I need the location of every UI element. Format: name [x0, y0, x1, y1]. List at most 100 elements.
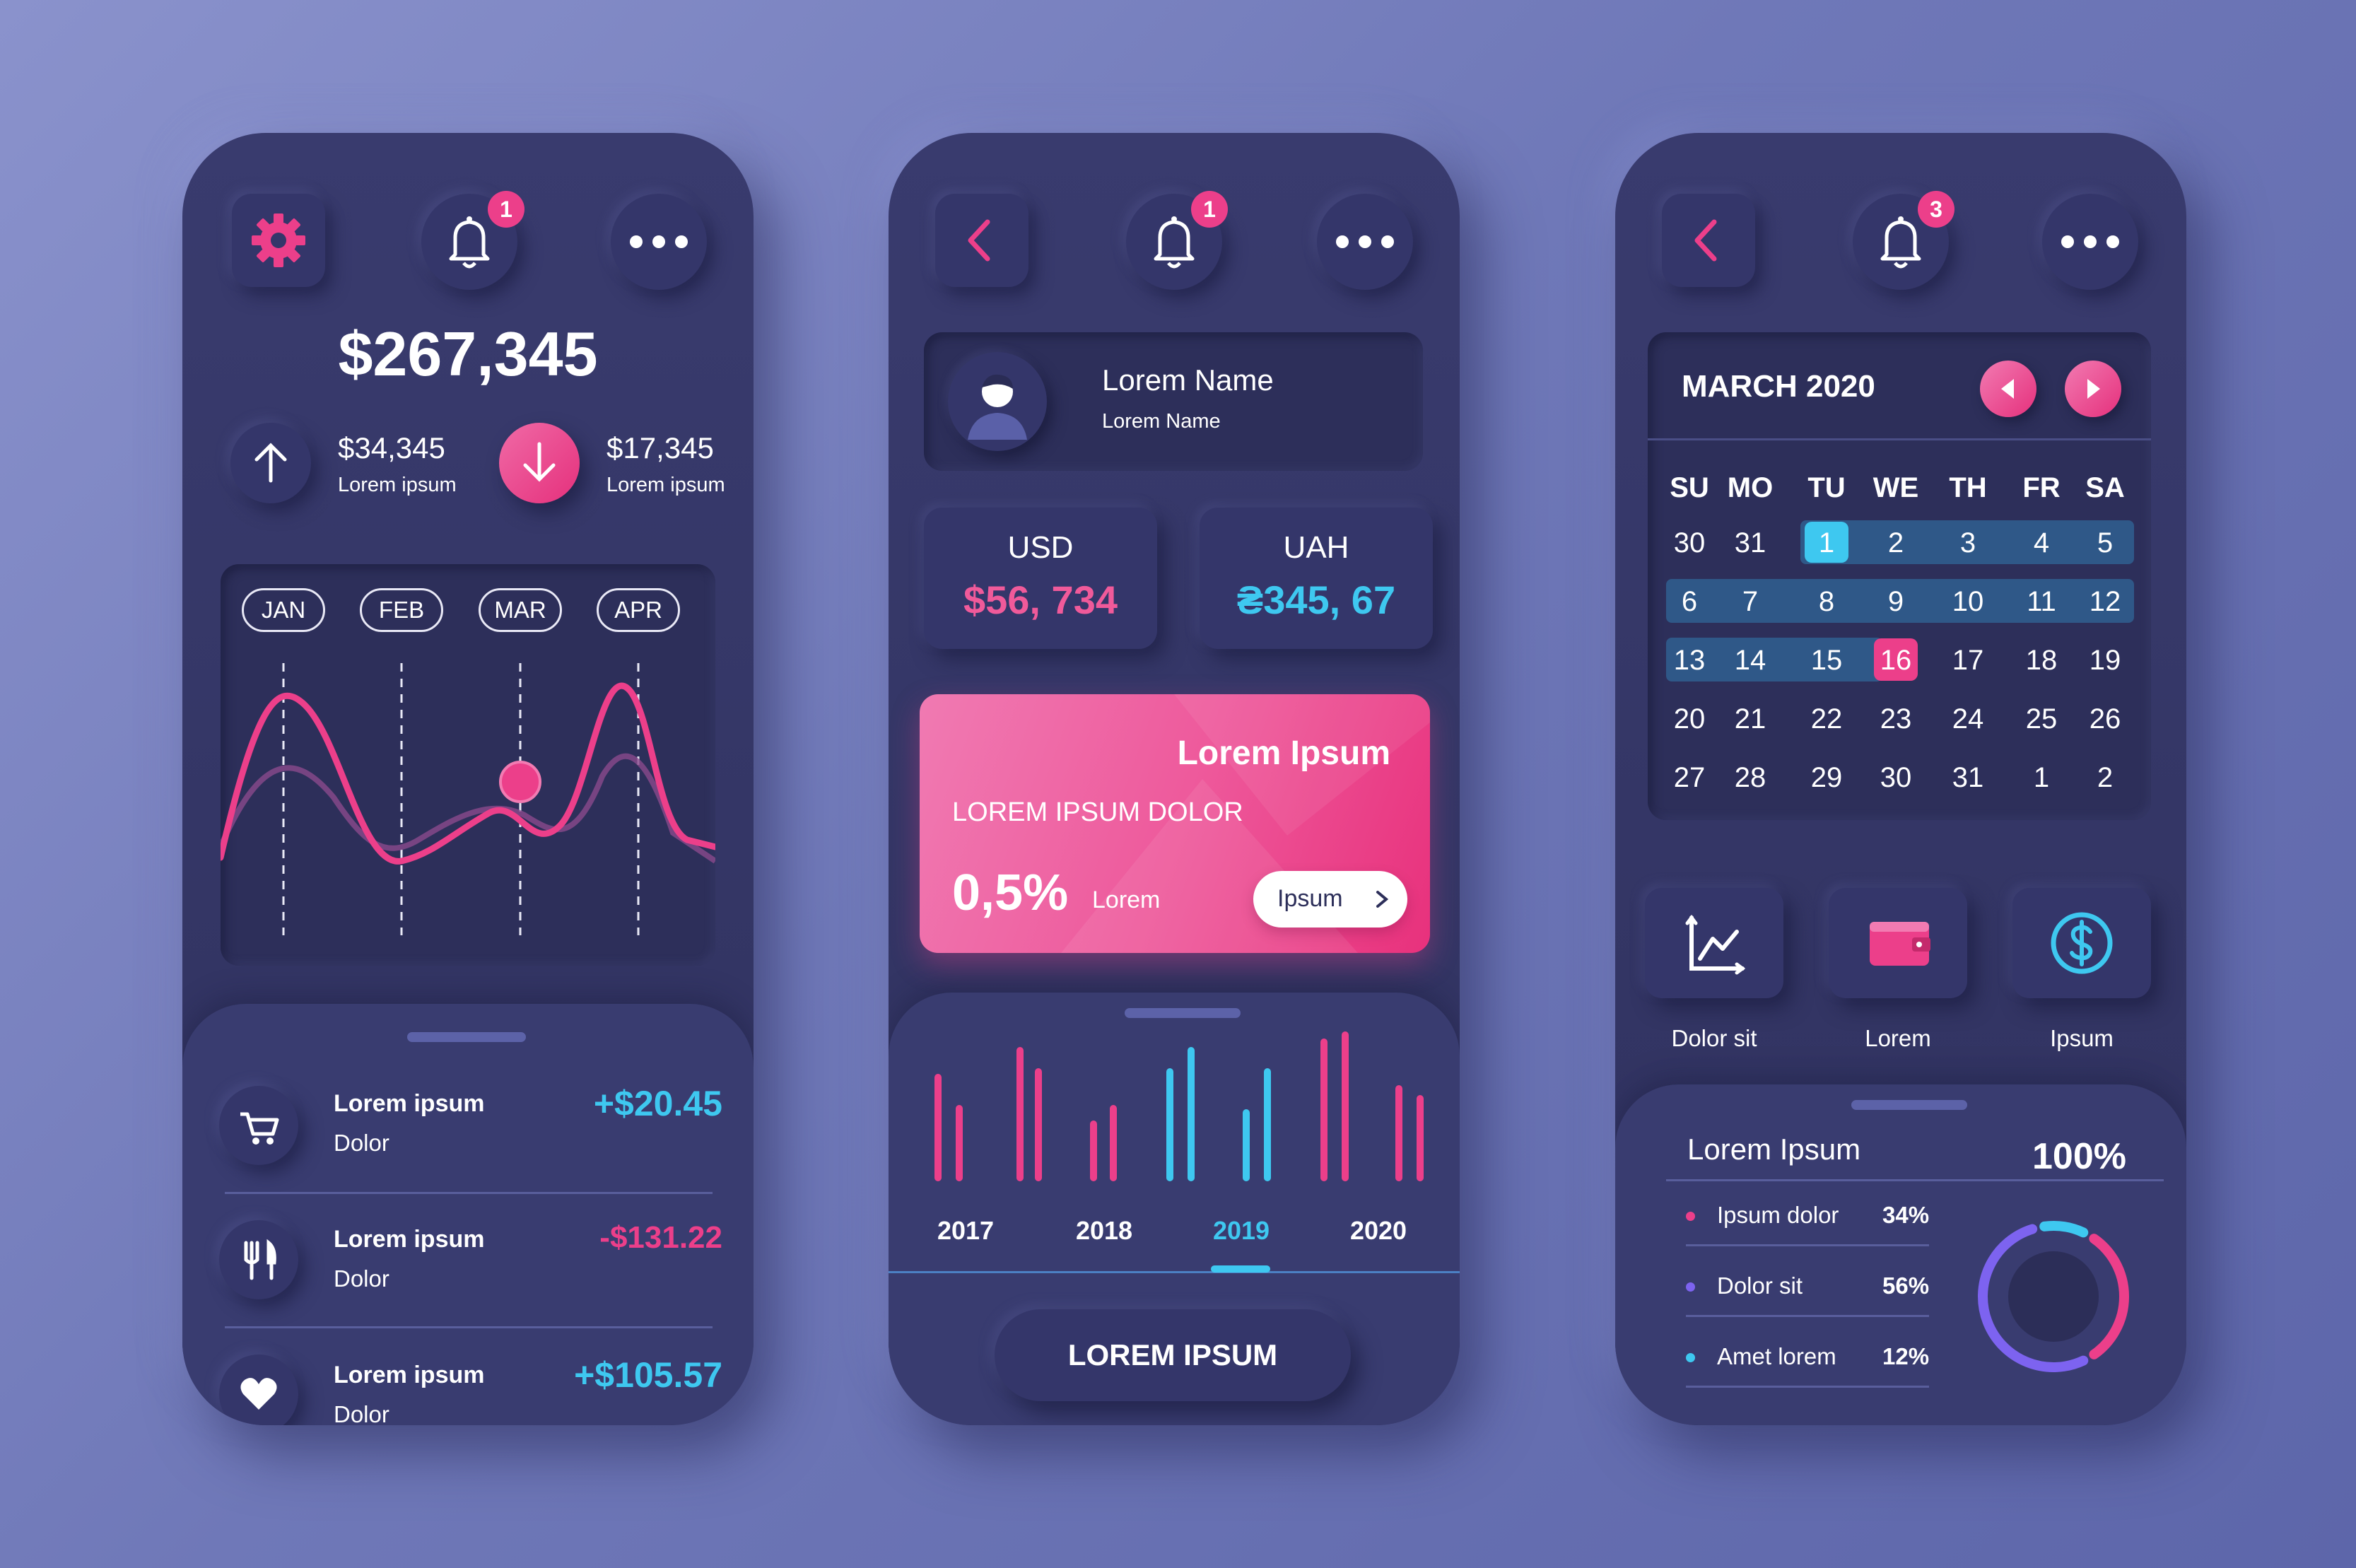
- weekday-su: SU: [1670, 472, 1709, 503]
- calendar-day[interactable]: 13: [1673, 645, 1706, 676]
- back-button[interactable]: [935, 194, 1028, 287]
- calendar-month-title: MARCH 2020: [1682, 369, 1875, 404]
- calendar-day[interactable]: 27: [1673, 762, 1706, 793]
- calendar-day[interactable]: 31: [1734, 527, 1766, 558]
- legend-label: Amet lorem: [1717, 1343, 1836, 1369]
- calendar-day[interactable]: 2: [1887, 527, 1904, 558]
- calendar-day[interactable]: 30: [1880, 762, 1912, 793]
- calendar-day[interactable]: 24: [1952, 703, 1984, 735]
- currency-card-uah[interactable]: UAH ₴345, 67: [1200, 508, 1433, 649]
- year-tab-2019[interactable]: 2019: [1212, 1216, 1270, 1245]
- promo-button-label: Ipsum: [1277, 885, 1343, 912]
- calendar-day[interactable]: 3: [1959, 527, 1976, 558]
- weekday-tu: TU: [1807, 472, 1846, 503]
- calendar-day[interactable]: 2: [2097, 762, 2114, 793]
- calendar-day[interactable]: 31: [1952, 762, 1984, 793]
- calendar-day[interactable]: 23: [1880, 703, 1912, 735]
- weekday-th: TH: [1949, 472, 1987, 503]
- calendar-day[interactable]: 5: [2097, 527, 2114, 558]
- cta-button[interactable]: LOREM IPSUM: [995, 1309, 1351, 1401]
- legend-divider: [1686, 1386, 1929, 1388]
- year-tab-2018[interactable]: 2018: [1075, 1216, 1133, 1245]
- promo-rate-label: Lorem: [1092, 887, 1161, 913]
- calendar-day[interactable]: 19: [2089, 645, 2121, 676]
- sheet-handle[interactable]: [1125, 1008, 1241, 1018]
- sheet-handle[interactable]: [407, 1032, 526, 1042]
- action-tile-dollar[interactable]: [2012, 888, 2151, 998]
- currency-card-usd[interactable]: USD $56, 734: [924, 508, 1157, 649]
- calendar-day[interactable]: 15: [1810, 645, 1843, 676]
- calendar-day[interactable]: 14: [1734, 645, 1766, 676]
- calendar-day[interactable]: 1: [2033, 762, 2050, 793]
- calendar-day[interactable]: 6: [1681, 586, 1698, 617]
- promo-card[interactable]: Lorem Ipsum LOREM IPSUM DOLOR 0,5% Lorem…: [920, 694, 1430, 953]
- legend-divider: [1686, 1315, 1929, 1317]
- calendar-day[interactable]: 7: [1742, 586, 1759, 617]
- fork-knife-icon: [244, 1239, 276, 1280]
- more-icon: [630, 235, 688, 248]
- notification-badge: 1: [1191, 191, 1228, 228]
- weekday-we: WE: [1873, 472, 1919, 503]
- back-button[interactable]: [1662, 194, 1755, 287]
- income-button[interactable]: [230, 423, 311, 503]
- calendar-day[interactable]: 22: [1810, 703, 1843, 735]
- notification-button[interactable]: [421, 194, 517, 290]
- month-feb[interactable]: FEB: [360, 588, 443, 632]
- balance-total: $267,345: [338, 319, 598, 389]
- legend-value: 34%: [1882, 1202, 1930, 1228]
- arrow-down-icon: [523, 442, 556, 482]
- income-label: Lorem ipsum: [338, 474, 457, 496]
- more-button[interactable]: [1317, 194, 1413, 290]
- month-apr[interactable]: APR: [597, 588, 680, 632]
- transaction-subtitle: Dolor: [334, 1265, 389, 1292]
- month-jan[interactable]: JAN: [242, 588, 325, 632]
- dollar-icon: [2051, 912, 2113, 974]
- next-month-button[interactable]: [2065, 361, 2121, 417]
- stats-total: 100%: [2032, 1136, 2126, 1177]
- more-button[interactable]: [2042, 194, 2138, 290]
- action-label-wallet: Lorem: [1865, 1025, 1931, 1051]
- range-highlight-week2: [1800, 520, 2134, 564]
- selected-day-marker: [1874, 638, 1918, 681]
- more-button[interactable]: [611, 194, 707, 290]
- chart-marker[interactable]: [499, 761, 541, 803]
- stats-sheet: 2017 2018 2019 2020 LOREM IPSUM: [889, 993, 1460, 1425]
- calendar-day[interactable]: 9: [1887, 586, 1904, 617]
- cart-icon: [240, 1112, 279, 1145]
- prev-month-button[interactable]: [1980, 361, 2036, 417]
- calendar-day[interactable]: 1: [1818, 527, 1835, 558]
- calendar-day[interactable]: 17: [1952, 645, 1984, 676]
- action-tile-chart[interactable]: [1645, 888, 1783, 998]
- promo-button[interactable]: Ipsum: [1253, 871, 1407, 928]
- action-tile-wallet[interactable]: [1829, 888, 1967, 998]
- calendar-day[interactable]: 12: [2089, 586, 2121, 617]
- calendar-day[interactable]: 30: [1673, 527, 1706, 558]
- stats-divider: [1666, 1179, 2164, 1181]
- expense-button[interactable]: [499, 423, 580, 503]
- calendar-day[interactable]: 11: [2027, 586, 2056, 617]
- calendar-day[interactable]: 28: [1734, 762, 1766, 793]
- transaction-title: Lorem ipsum: [334, 1226, 485, 1253]
- calendar-day[interactable]: 8: [1818, 586, 1835, 617]
- legend-dot: [1686, 1282, 1695, 1292]
- profile-card[interactable]: Lorem Name Lorem Name: [924, 332, 1423, 471]
- calendar-day[interactable]: 4: [2033, 527, 2050, 558]
- year-tab-2020[interactable]: 2020: [1349, 1216, 1407, 1245]
- sheet-handle[interactable]: [1851, 1100, 1967, 1110]
- promo-title: Lorem Ipsum: [1177, 735, 1390, 772]
- calendar-day[interactable]: 29: [1810, 762, 1843, 793]
- calendar-day[interactable]: 10: [1952, 586, 1984, 617]
- calendar-day[interactable]: 16: [1880, 645, 1912, 676]
- transaction-icon-wrap: [219, 1220, 298, 1299]
- calendar-day[interactable]: 18: [2025, 645, 2058, 676]
- year-tab-2017[interactable]: 2017: [937, 1216, 995, 1245]
- calendar-day[interactable]: 26: [2089, 703, 2121, 735]
- calendar-day[interactable]: 20: [1673, 703, 1706, 735]
- transaction-icon-wrap: [219, 1086, 298, 1165]
- avatar[interactable]: [948, 352, 1047, 451]
- settings-button[interactable]: [232, 194, 325, 287]
- month-mar[interactable]: MAR: [479, 588, 562, 632]
- calendar-day[interactable]: 21: [1734, 703, 1766, 735]
- triangle-right-icon: [2087, 379, 2100, 399]
- calendar-day[interactable]: 25: [2025, 703, 2058, 735]
